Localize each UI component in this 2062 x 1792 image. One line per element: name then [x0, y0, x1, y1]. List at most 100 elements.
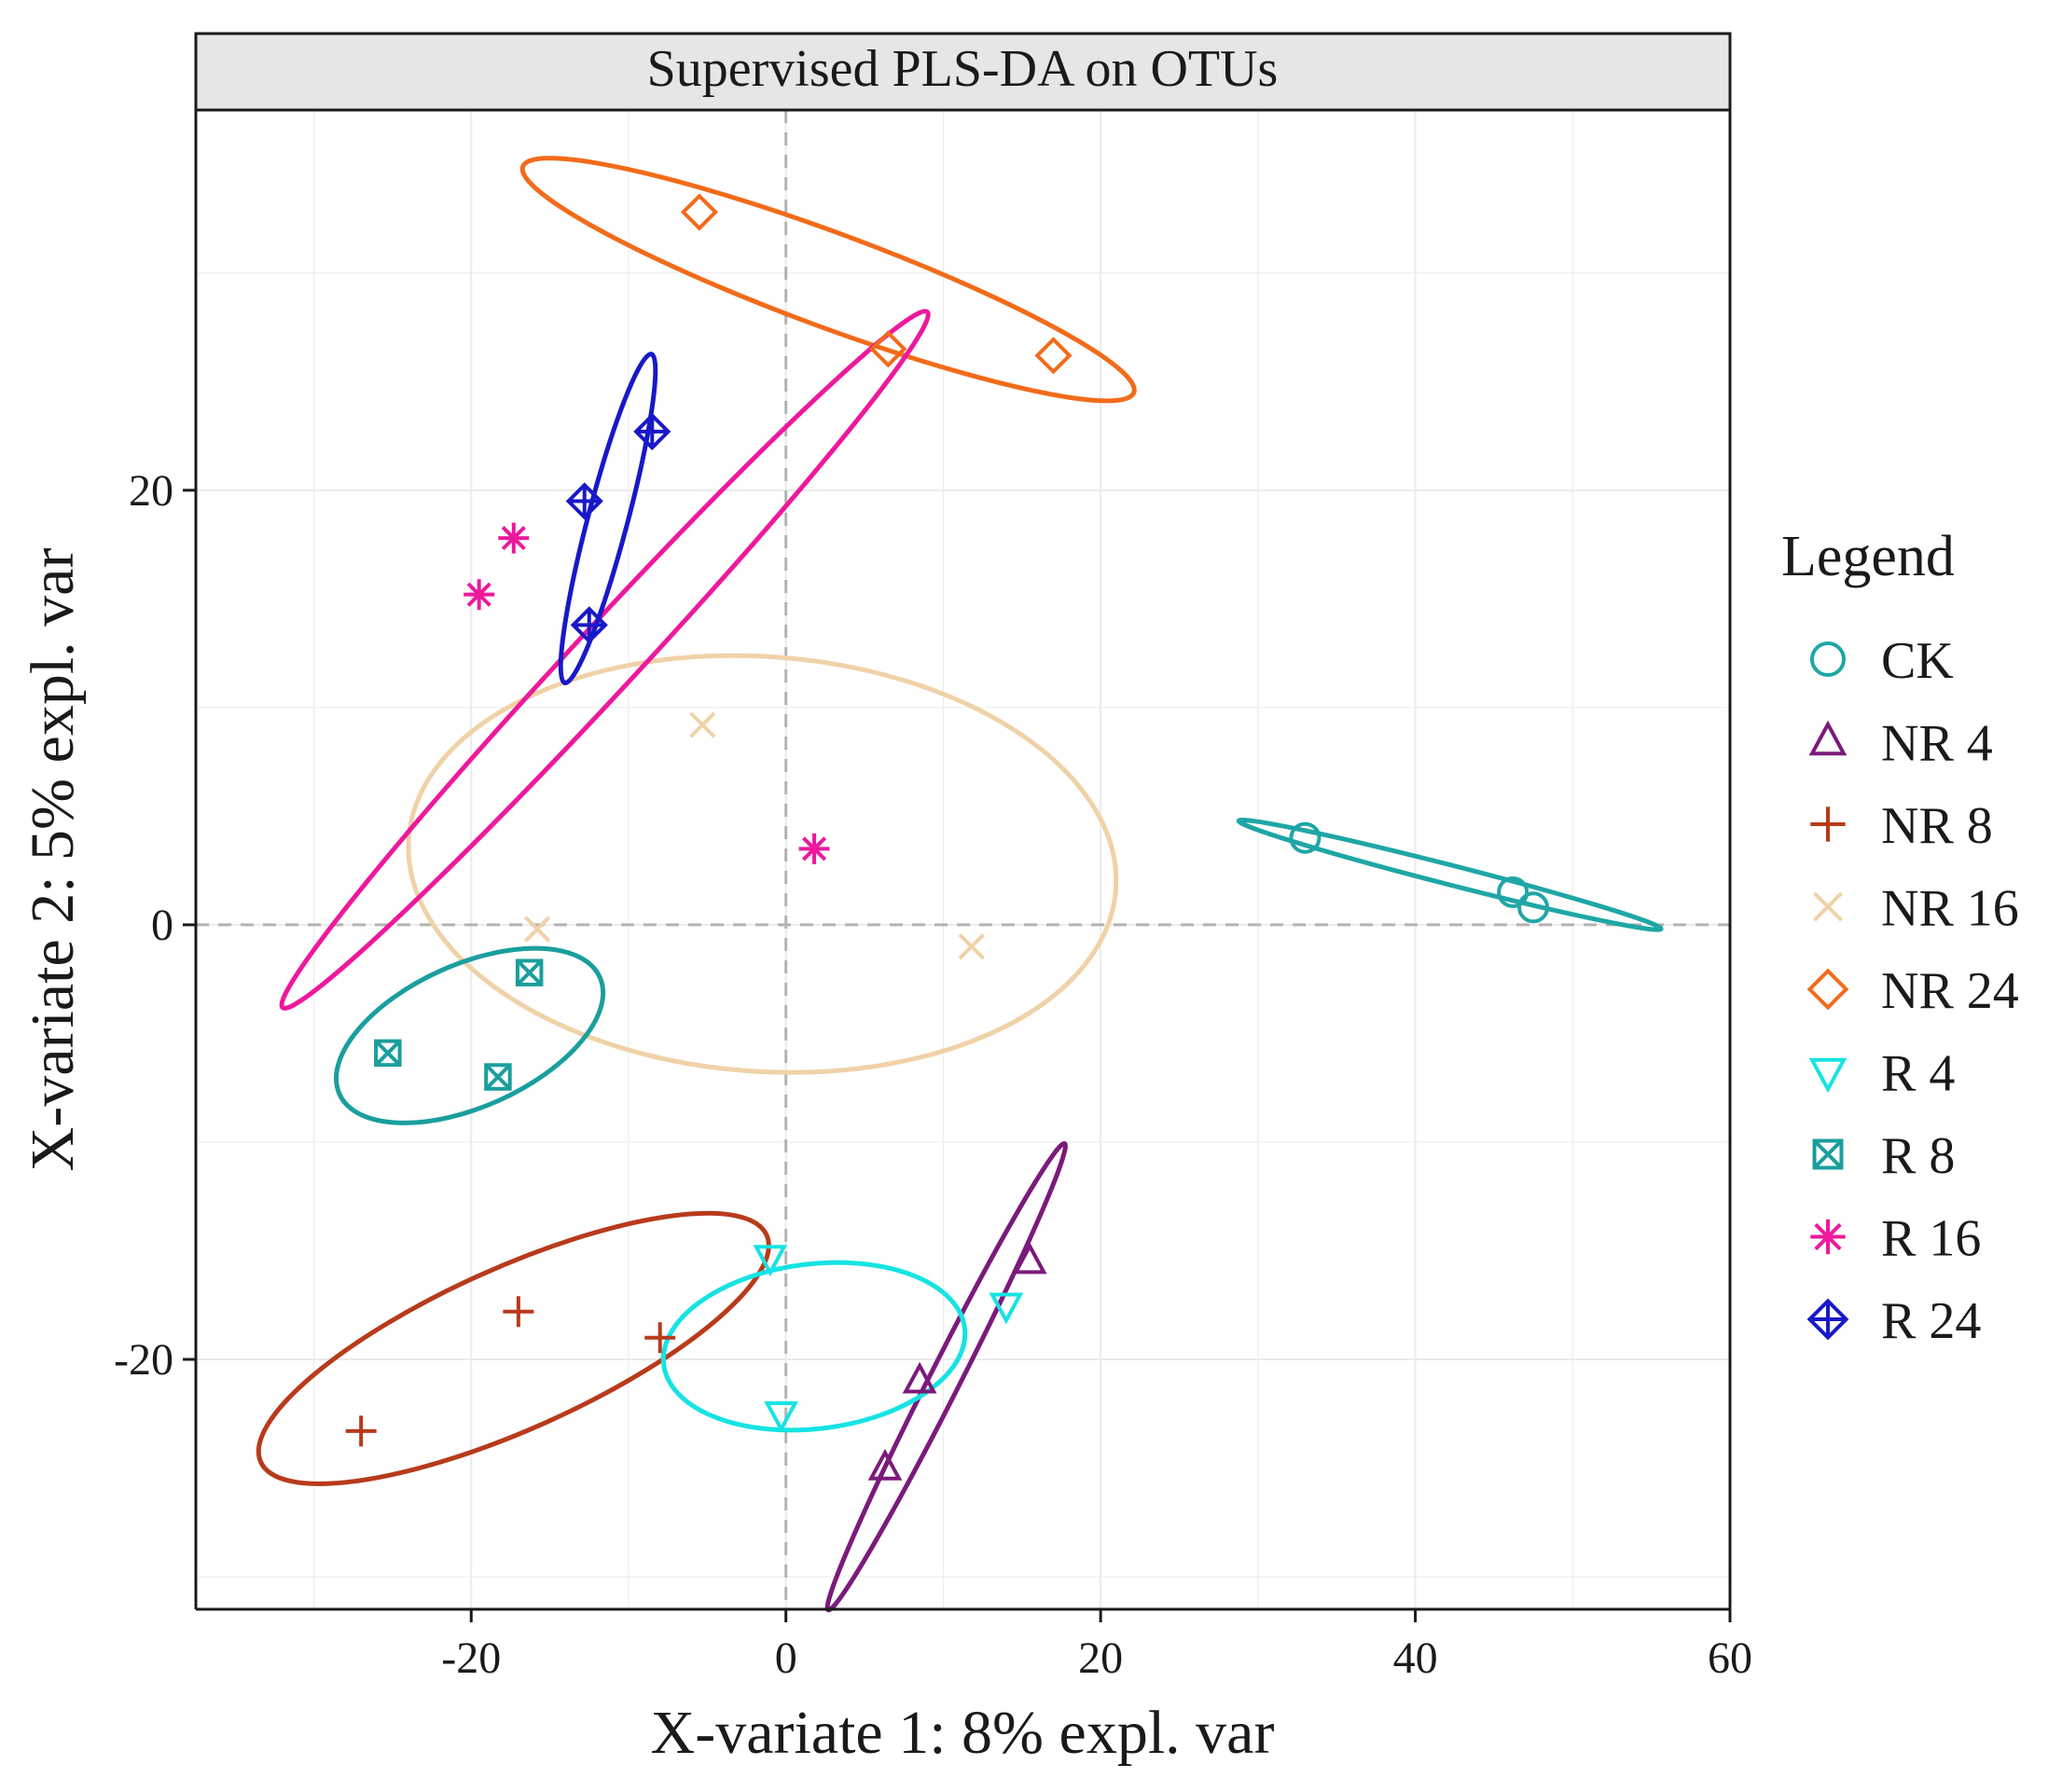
data-point — [484, 1063, 512, 1091]
data-point-part — [989, 1292, 1024, 1325]
data-point-part — [466, 582, 491, 607]
confidence-ellipse — [279, 309, 931, 1011]
data-point-part — [867, 1448, 903, 1481]
data-point — [570, 606, 608, 644]
data-point — [989, 1292, 1024, 1325]
data-point — [902, 1361, 937, 1394]
legend-title: Legend — [1781, 525, 1955, 588]
x-axis-label: X-variate 1: 8% expl. var — [651, 1699, 1275, 1767]
x-tick-label: 60 — [1708, 1633, 1752, 1683]
confidence-ellipse — [1236, 817, 1664, 932]
x-tick-label: 40 — [1393, 1633, 1438, 1683]
reference-lines — [196, 110, 1730, 1609]
data-point-part — [1517, 891, 1550, 924]
data-point-part — [484, 1063, 512, 1091]
data-point — [1289, 821, 1322, 854]
legend-key — [1806, 1298, 1849, 1341]
data-point-part — [501, 526, 526, 551]
data-point — [680, 193, 718, 231]
data-point — [644, 1322, 676, 1354]
confidence-ellipse — [256, 1210, 771, 1486]
confidence-ellipse — [519, 156, 1137, 404]
data-point-part — [484, 1063, 512, 1091]
confidence-ellipse — [406, 653, 1119, 1075]
legend-label: NR 8 — [1881, 797, 1993, 855]
data-point-part — [869, 330, 907, 368]
legend-key-part — [1808, 1057, 1847, 1094]
plot-panel — [196, 110, 1730, 1609]
data-point-part — [689, 711, 716, 738]
data-point-part — [1034, 337, 1073, 375]
data-point — [515, 958, 544, 986]
data-point — [633, 412, 671, 450]
data-point-part — [1012, 1242, 1047, 1275]
legend-label: NR 16 — [1881, 880, 2019, 938]
legend-key-part — [1813, 891, 1843, 922]
legend-label: NR 24 — [1881, 962, 2019, 1020]
x-tick-label: 20 — [1078, 1633, 1123, 1683]
legend-key-part — [1810, 641, 1846, 677]
legend-label: CK — [1881, 632, 1954, 690]
data-point-part — [680, 193, 718, 231]
data-point — [565, 482, 603, 520]
data-point-part — [753, 1245, 788, 1277]
data-point-part — [801, 836, 827, 862]
data-point — [1034, 337, 1073, 375]
data-point-part — [1497, 875, 1529, 908]
data-point — [753, 1245, 788, 1277]
legend-key — [1808, 720, 1847, 756]
y-tick-label: 0 — [151, 901, 173, 950]
legend: Legend CK NR 4 NR 8 NR 16 NR 24 R 4 R 8 R 16 R 2… — [1781, 525, 2019, 1350]
legend-key — [1808, 1057, 1847, 1094]
confidence-ellipse — [660, 1260, 968, 1433]
data-point — [1497, 875, 1529, 908]
y-axis-label: X-variate 2: 5% expl. var — [19, 548, 87, 1172]
legend-label: R 4 — [1881, 1045, 1955, 1103]
data-point — [798, 833, 830, 864]
data-point — [464, 579, 495, 611]
data-point-part — [958, 933, 985, 960]
y-tick-label: -20 — [114, 1335, 173, 1385]
x-tick-label: -20 — [441, 1633, 501, 1683]
data-point-part — [516, 959, 543, 986]
chart-title: Supervised PLS-DA on OTUs — [647, 40, 1279, 98]
legend-key — [1810, 1219, 1846, 1255]
legend-key — [1806, 968, 1849, 1011]
legend-label: NR 4 — [1881, 715, 1993, 773]
data-point — [374, 1039, 402, 1068]
confidence-ellipse — [334, 945, 606, 1125]
data-point — [689, 711, 716, 738]
data-point — [1517, 891, 1550, 924]
data-point — [958, 933, 985, 960]
data-point — [764, 1401, 798, 1433]
data-point-part — [764, 1401, 798, 1433]
legend-key — [1813, 891, 1843, 922]
data-points — [345, 193, 1550, 1481]
y-tick-label: 20 — [129, 466, 173, 516]
data-point — [345, 1415, 377, 1447]
legend-key-part — [1813, 1139, 1843, 1169]
data-point-part — [902, 1361, 937, 1394]
data-point-part — [374, 1040, 402, 1067]
data-point — [867, 1448, 903, 1481]
data-point — [503, 1296, 534, 1328]
data-point-part — [515, 958, 544, 986]
legend-label: R 16 — [1881, 1210, 1981, 1268]
data-point — [523, 916, 551, 943]
legend-key-part — [1806, 968, 1849, 1011]
legend-key — [1810, 806, 1846, 842]
data-point — [498, 522, 530, 554]
legend-label: R 8 — [1881, 1127, 1955, 1185]
data-point-part — [1289, 821, 1322, 854]
title-strip — [194, 32, 1732, 112]
axis-ticks: -20 0 20 40 60 -20 0 20 — [114, 466, 1752, 1683]
legend-key — [1812, 1138, 1844, 1170]
x-tick-label: 0 — [775, 1633, 797, 1683]
data-point — [869, 330, 907, 368]
legend-key-part — [1808, 720, 1847, 756]
legend-key-part — [1812, 1138, 1844, 1170]
legend-label: R 24 — [1881, 1292, 1981, 1350]
data-point-part — [523, 916, 551, 943]
